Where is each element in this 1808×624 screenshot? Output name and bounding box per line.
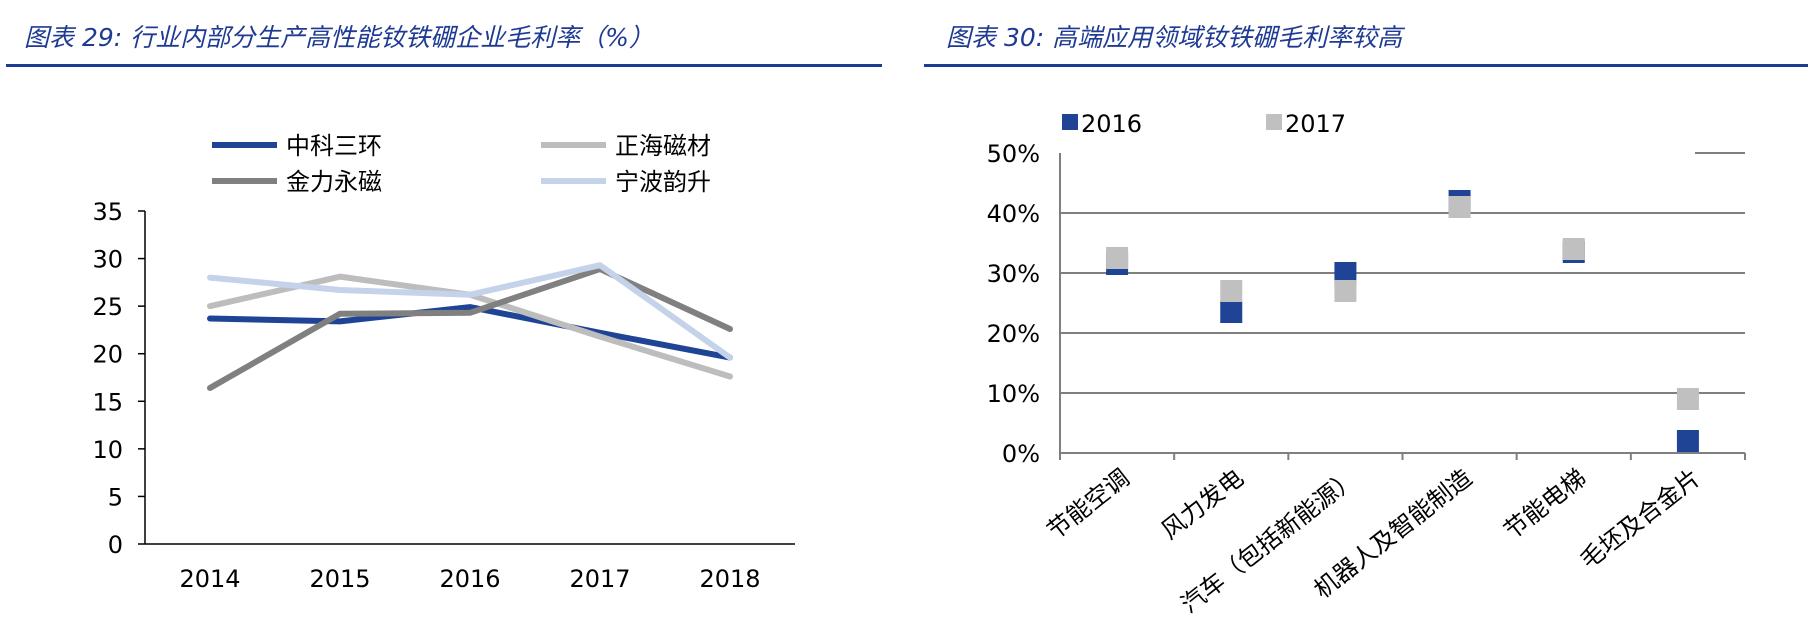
marker-2017-2 xyxy=(1220,280,1243,302)
marker-2017-5 xyxy=(1562,238,1585,260)
x-category-label: 节能电梯 xyxy=(1499,464,1592,545)
y-tick-label: 15 xyxy=(92,388,123,416)
series-line-4 xyxy=(207,262,733,361)
x-tick-label: 2014 xyxy=(179,565,240,593)
y-tick-label: 20% xyxy=(987,320,1040,348)
title-rule xyxy=(924,64,1808,67)
marker-2017-6 xyxy=(1676,388,1699,410)
y-tick-label: 25 xyxy=(92,293,123,321)
y-tick-label: 50% xyxy=(987,140,1040,168)
marker-2017-4 xyxy=(1448,196,1471,218)
legend-label: 宁波韵升 xyxy=(615,168,711,196)
legend-label: 金力永磁 xyxy=(286,168,382,196)
legend-label: 2017 xyxy=(1285,110,1346,138)
x-category-label: 风力发电 xyxy=(1156,464,1249,545)
y-tick-label: 20 xyxy=(92,341,123,369)
x-tick-label: 2017 xyxy=(569,565,630,593)
x-tick-label: 2018 xyxy=(699,565,760,593)
legend-label: 中科三环 xyxy=(286,132,382,160)
scatter-chart: 0%10%20%30%40%50%节能空调 风力发电汽车（包括新能源）机器人及智能… xyxy=(987,110,1746,619)
legend-swatch xyxy=(1062,114,1078,130)
y-tick-label: 30% xyxy=(987,260,1040,288)
legend-label: 正海磁材 xyxy=(615,132,711,160)
x-tick-label: 2015 xyxy=(309,565,370,593)
y-tick-label: 40% xyxy=(987,200,1040,228)
right-chart-panel: 图表 30: 高端应用领域钕铁硼毛利率较高 0% 10% 20% 30% 40% 50% 节… xyxy=(920,0,1808,624)
x-tick-label: 2016 xyxy=(439,565,500,593)
marker-2017-1 xyxy=(1106,247,1129,269)
y-tick-label: 10 xyxy=(92,436,123,464)
series-line-1 xyxy=(207,304,733,361)
y-tick-label: 5 xyxy=(108,483,123,511)
legend-label: 2016 xyxy=(1081,110,1142,138)
x-category-label: 节能空调 xyxy=(1042,464,1135,545)
series-line-3 xyxy=(207,266,733,391)
y-tick-label: 30 xyxy=(92,246,123,274)
marker-2016-6 xyxy=(1676,430,1699,452)
left-chart-panel: 图表 29: 行业内部分生产高性能钕铁硼企业毛利率（%） 0 5 10 15 20 25 3… xyxy=(0,0,890,624)
marker-2017-3 xyxy=(1334,280,1357,302)
y-tick-label: 0 xyxy=(108,531,123,559)
title-rule xyxy=(6,64,882,67)
legend-swatch xyxy=(1266,114,1282,130)
chart-30-title: 图表 30: 高端应用领域钕铁硼毛利率较高 xyxy=(946,23,1403,52)
y-tick-label: 35 xyxy=(92,198,123,226)
line-chart: 0 5 10 15 20 25 30 35 2014 2015 2016 2017 2018 中科三环 正海… xyxy=(92,132,795,593)
chart-29-title: 图表 29: 行业内部分生产高性能钕铁硼企业毛利率（%） xyxy=(24,23,654,52)
y-tick-label: 0% xyxy=(1002,440,1040,468)
marker-2016-3 xyxy=(1334,262,1357,284)
x-category-label: 毛坯及合金片 xyxy=(1575,464,1706,575)
marker-2016-2 xyxy=(1220,301,1243,323)
y-tick-label: 10% xyxy=(987,380,1040,408)
